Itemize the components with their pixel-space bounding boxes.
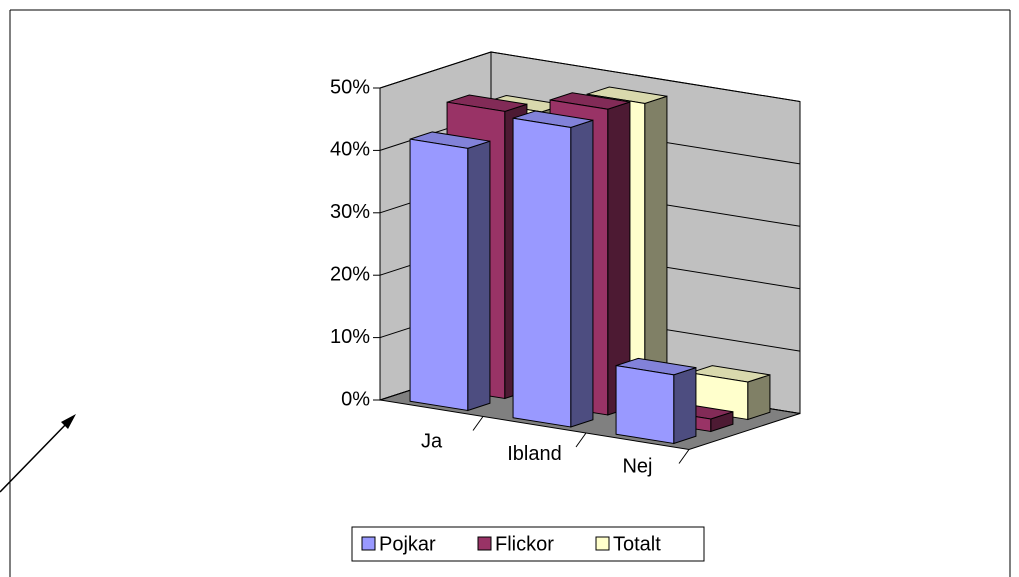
x-tick-label: Nej bbox=[622, 456, 652, 478]
y-tick-label: 0% bbox=[341, 388, 370, 410]
legend-swatch bbox=[595, 536, 610, 551]
grid-line bbox=[379, 51, 801, 102]
arrow bbox=[0, 414, 76, 493]
bar bbox=[615, 357, 697, 445]
bar-front bbox=[409, 138, 469, 412]
legend-label: Flickor bbox=[495, 533, 554, 555]
x-tick bbox=[678, 449, 690, 464]
legend-label: Totalt bbox=[613, 533, 661, 555]
bar bbox=[512, 110, 594, 428]
bar-front bbox=[512, 117, 572, 428]
y-tick-label: 40% bbox=[330, 139, 370, 161]
bar-side bbox=[644, 95, 668, 404]
bar-front bbox=[615, 365, 675, 445]
x-tick-label: Ja bbox=[421, 431, 443, 453]
y-tick-label: 30% bbox=[330, 201, 370, 223]
x-tick bbox=[472, 416, 484, 431]
bar-side bbox=[747, 374, 771, 421]
legend bbox=[351, 526, 705, 562]
legend-label: Pojkar bbox=[379, 533, 436, 555]
y-tick-label: 50% bbox=[330, 76, 370, 98]
y-tick-label: 20% bbox=[330, 263, 370, 285]
x-tick-label: Ibland bbox=[507, 443, 562, 465]
x-tick bbox=[575, 432, 587, 448]
legend-swatch bbox=[477, 536, 492, 551]
bar bbox=[409, 131, 491, 412]
y-tick-label: 10% bbox=[330, 326, 370, 348]
bar-side bbox=[467, 140, 491, 412]
plot-area: 0% 10% 20% 30% 40% 50% Ja Ibland Nej bbox=[330, 51, 801, 478]
bar-side bbox=[673, 366, 697, 445]
legend-swatch bbox=[361, 536, 376, 551]
bar-side bbox=[570, 119, 594, 428]
